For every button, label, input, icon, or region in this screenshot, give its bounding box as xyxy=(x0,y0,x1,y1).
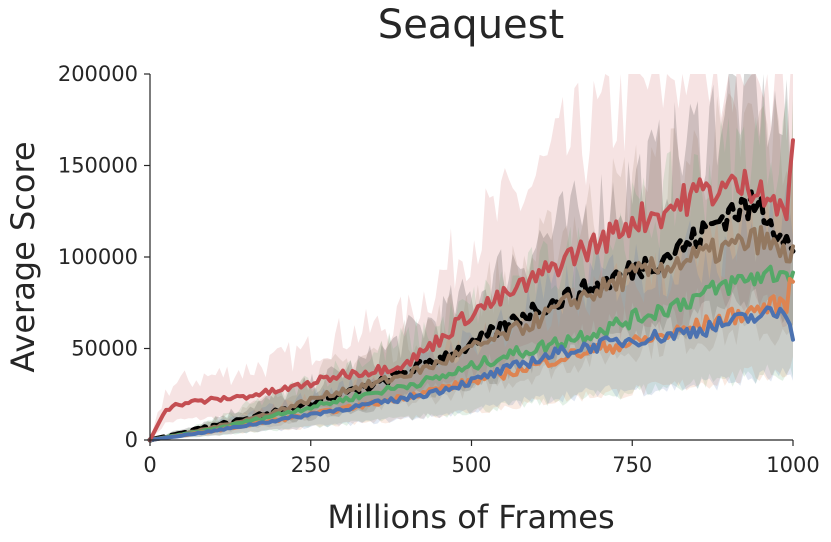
x-tick-label: 500 xyxy=(451,453,491,477)
series-band xyxy=(150,74,793,440)
y-axis-label: Average Score xyxy=(4,141,42,372)
x-ticks: 0 250 500 750 1000 xyxy=(143,440,820,477)
series-line xyxy=(148,225,795,442)
x-tick-label: 0 xyxy=(143,453,156,477)
series-lines xyxy=(147,138,796,443)
x-axis-label: Millions of Frames xyxy=(327,498,614,536)
series-band xyxy=(150,93,793,440)
series-line xyxy=(148,138,795,442)
chart-title: Seaquest xyxy=(378,2,564,48)
y-tick-label: 150000 xyxy=(58,154,138,178)
series-line xyxy=(148,264,795,442)
series-band xyxy=(150,93,793,440)
x-tick-label: 250 xyxy=(291,453,331,477)
series-band xyxy=(150,182,793,441)
series-line xyxy=(148,305,795,442)
y-tick-label: 200000 xyxy=(58,62,138,86)
series-band xyxy=(150,160,793,440)
x-tick-label: 750 xyxy=(612,453,652,477)
x-tick-label: 1000 xyxy=(766,453,819,477)
y-tick-label: 50000 xyxy=(71,337,138,361)
y-ticks: 0 50000 100000 150000 200000 xyxy=(58,62,150,452)
y-tick-label: 100000 xyxy=(58,245,138,269)
y-tick-label: 0 xyxy=(125,428,138,452)
